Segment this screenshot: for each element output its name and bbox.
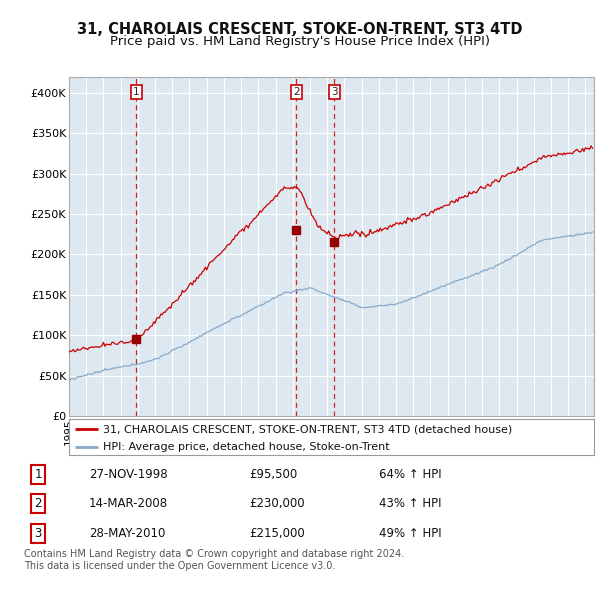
Text: 49% ↑ HPI: 49% ↑ HPI (379, 527, 442, 540)
Text: 2: 2 (293, 87, 299, 97)
Text: £230,000: £230,000 (250, 497, 305, 510)
Text: 64% ↑ HPI: 64% ↑ HPI (379, 468, 442, 481)
Text: 3: 3 (34, 527, 42, 540)
Text: 28-MAY-2010: 28-MAY-2010 (89, 527, 165, 540)
Text: 14-MAR-2008: 14-MAR-2008 (89, 497, 168, 510)
Text: £215,000: £215,000 (250, 527, 305, 540)
Text: 43% ↑ HPI: 43% ↑ HPI (379, 497, 442, 510)
Text: HPI: Average price, detached house, Stoke-on-Trent: HPI: Average price, detached house, Stok… (103, 442, 390, 453)
Text: 31, CHAROLAIS CRESCENT, STOKE-ON-TRENT, ST3 4TD (detached house): 31, CHAROLAIS CRESCENT, STOKE-ON-TRENT, … (103, 424, 512, 434)
Text: £95,500: £95,500 (250, 468, 298, 481)
Text: 1: 1 (34, 468, 42, 481)
Text: 31, CHAROLAIS CRESCENT, STOKE-ON-TRENT, ST3 4TD: 31, CHAROLAIS CRESCENT, STOKE-ON-TRENT, … (77, 22, 523, 37)
Text: 27-NOV-1998: 27-NOV-1998 (89, 468, 167, 481)
Text: Contains HM Land Registry data © Crown copyright and database right 2024.: Contains HM Land Registry data © Crown c… (24, 549, 404, 559)
Text: 1: 1 (133, 87, 140, 97)
Text: This data is licensed under the Open Government Licence v3.0.: This data is licensed under the Open Gov… (24, 561, 335, 571)
Text: 3: 3 (331, 87, 338, 97)
Text: Price paid vs. HM Land Registry's House Price Index (HPI): Price paid vs. HM Land Registry's House … (110, 35, 490, 48)
Text: 2: 2 (34, 497, 42, 510)
